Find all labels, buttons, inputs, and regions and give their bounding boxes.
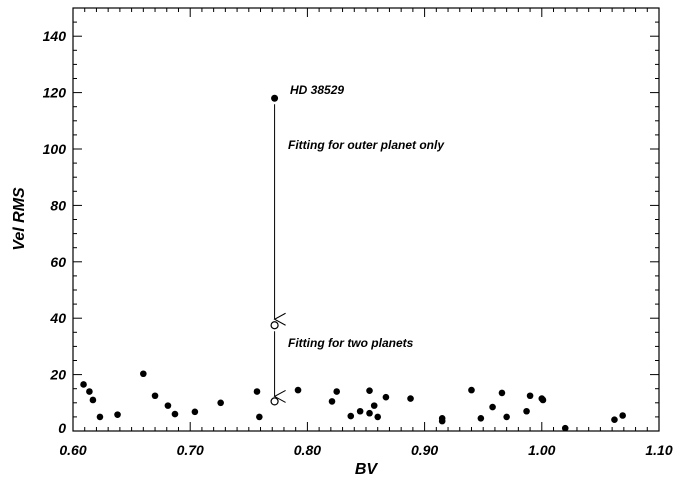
annotation-star-name: HD 38529 bbox=[290, 83, 344, 97]
y-tick-label: 140 bbox=[43, 28, 67, 44]
y-tick-label: 80 bbox=[50, 197, 66, 213]
data-point bbox=[498, 389, 506, 397]
data-point bbox=[253, 388, 261, 395]
data-point bbox=[561, 424, 569, 432]
point-two-planet-fit-alt bbox=[270, 397, 279, 406]
x-tick-label: 1.00 bbox=[528, 442, 555, 458]
data-point bbox=[151, 392, 159, 400]
axis-ticks bbox=[72, 7, 660, 432]
data-point bbox=[489, 403, 496, 411]
x-tick-label: 0.70 bbox=[177, 442, 204, 458]
x-tick-label: 0.80 bbox=[294, 442, 321, 458]
data-point bbox=[114, 411, 121, 418]
data-point bbox=[294, 386, 302, 394]
data-point bbox=[164, 402, 172, 409]
data-point bbox=[217, 399, 224, 407]
data-point bbox=[438, 417, 446, 425]
y-tick-label: 100 bbox=[43, 141, 67, 157]
data-point bbox=[80, 381, 87, 388]
annotation-two-planets: Fitting for two planets bbox=[288, 336, 414, 350]
x-axis-label: BV bbox=[355, 461, 379, 478]
tick-labels: 0.60 0.70 0.80 0.90 1.00 1.10 20 40 60 80 100 120 14… bbox=[43, 28, 673, 458]
data-point bbox=[191, 408, 199, 416]
data-point bbox=[526, 392, 534, 400]
data-point bbox=[328, 398, 336, 405]
data-point bbox=[366, 409, 373, 417]
y-axis-label: Vel RMS bbox=[11, 187, 28, 251]
data-point bbox=[374, 413, 382, 421]
data-point bbox=[256, 413, 263, 421]
plot-frame bbox=[72, 7, 660, 432]
data-point bbox=[477, 415, 485, 422]
y-tick-label: 20 bbox=[49, 367, 66, 383]
y-tick-label: 40 bbox=[49, 310, 66, 326]
data-point bbox=[171, 410, 179, 418]
point-outer-planet-fit bbox=[271, 94, 279, 102]
data-point bbox=[356, 407, 364, 415]
data-points bbox=[80, 370, 626, 432]
data-point bbox=[140, 370, 147, 378]
data-point bbox=[407, 395, 414, 402]
data-point bbox=[333, 388, 341, 395]
x-tick-label: 0.90 bbox=[411, 442, 438, 458]
data-point bbox=[468, 386, 475, 394]
x-tick-label: 1.10 bbox=[645, 442, 672, 458]
data-point bbox=[611, 416, 618, 424]
y-tick-label: 120 bbox=[43, 85, 67, 101]
annotation-outer-planet: Fitting for outer planet only bbox=[288, 138, 445, 152]
data-point bbox=[366, 387, 373, 394]
point-two-planet-fit bbox=[270, 321, 279, 330]
highlight-points bbox=[270, 94, 279, 406]
data-point bbox=[539, 396, 547, 404]
data-point bbox=[503, 413, 510, 421]
y-tick-label: 0 bbox=[58, 420, 66, 436]
data-point bbox=[96, 413, 104, 421]
data-point bbox=[89, 396, 97, 404]
data-point bbox=[347, 412, 355, 420]
x-tick-label: 0.60 bbox=[59, 442, 86, 458]
data-point bbox=[370, 402, 378, 409]
data-point bbox=[382, 393, 390, 401]
data-point bbox=[86, 388, 93, 395]
data-point bbox=[619, 412, 626, 419]
y-tick-label: 60 bbox=[50, 254, 66, 270]
data-point bbox=[523, 407, 530, 415]
